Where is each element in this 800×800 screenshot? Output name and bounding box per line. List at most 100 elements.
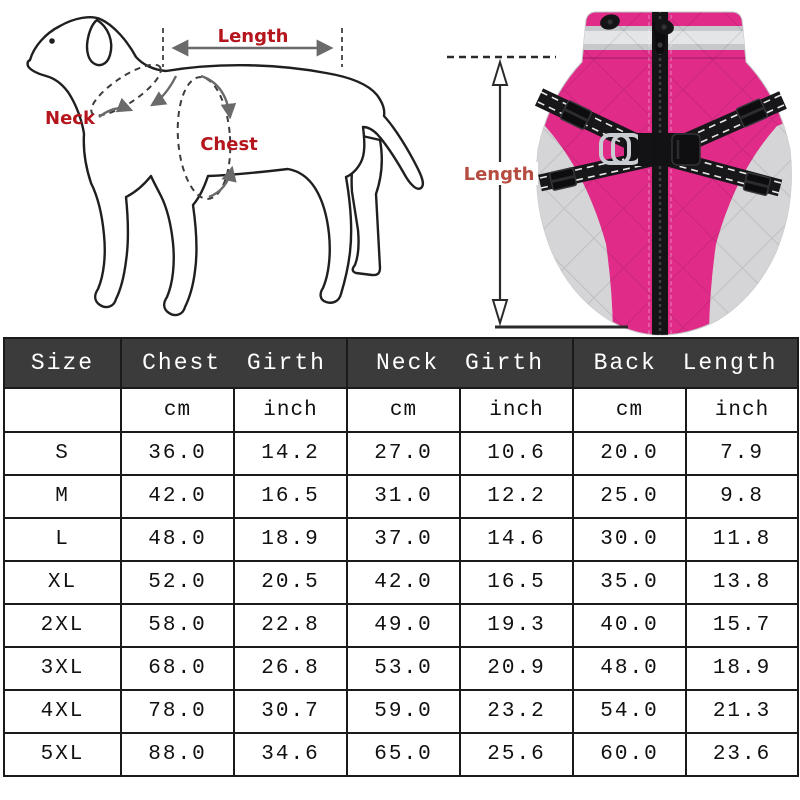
size-table-header-row: Size Chest Girth Neck Girth Back Length (3, 337, 800, 389)
value-cell: 23.6 (685, 732, 800, 777)
value-cell: 48.0 (120, 517, 235, 562)
table-row: S 36.0 14.2 27.0 10.6 20.0 7.9 (3, 431, 800, 476)
vest-length-arrow: Length (447, 55, 628, 329)
units-empty-cell (3, 387, 122, 433)
value-cell: 31.0 (346, 474, 462, 519)
value-cell: 30.7 (232, 689, 349, 734)
value-cell: 23.2 (459, 689, 575, 734)
size-table-units-row: cm inch cm inch cm inch (3, 387, 800, 433)
value-cell: 16.5 (232, 474, 349, 519)
size-cell: S (3, 431, 122, 476)
value-cell: 65.0 (346, 732, 462, 777)
vest-product-photo: Length (447, 11, 792, 336)
size-guide-illustration: Length Neck Chest (26, 11, 792, 336)
value-cell: 42.0 (120, 474, 235, 519)
harness-center-buckle (599, 133, 701, 166)
column-header-chest-girth: Chest Girth (119, 337, 349, 389)
size-cell: XL (3, 560, 122, 605)
dog-far-hind-leg (350, 133, 383, 277)
neck-girth-ellipse (90, 63, 162, 117)
value-cell: 35.0 (572, 560, 688, 605)
value-cell: 22.8 (232, 603, 349, 648)
size-table: Size Chest Girth Neck Girth Back Length … (3, 337, 800, 777)
value-cell: 20.5 (232, 560, 349, 605)
side-release-buckle (671, 133, 701, 166)
unit-cm: cm (120, 387, 235, 433)
dog-measurement-diagram: Length Neck Chest (26, 16, 425, 317)
value-cell: 54.0 (572, 689, 688, 734)
value-cell: 58.0 (120, 603, 235, 648)
value-cell: 30.0 (572, 517, 688, 562)
cord-toggle-right (654, 19, 674, 35)
neck-label-arrow (98, 97, 134, 118)
table-row: M 42.0 16.5 31.0 12.2 25.0 9.8 (3, 474, 800, 519)
value-cell: 15.7 (685, 603, 800, 648)
value-cell: 18.9 (685, 646, 800, 691)
size-cell: L (3, 517, 122, 562)
value-cell: 19.3 (459, 603, 575, 648)
value-cell: 60.0 (572, 732, 688, 777)
column-header-neck-girth: Neck Girth (346, 337, 575, 389)
column-header-back-length: Back Length (572, 337, 800, 389)
chest-label: Chest (200, 134, 258, 155)
value-cell: 7.9 (685, 431, 800, 476)
size-cell: 3XL (3, 646, 122, 691)
neck-pointer-arrow (150, 75, 178, 107)
cord-toggle-left (600, 14, 620, 30)
chest-pointer-arrow-bottom (208, 165, 237, 199)
value-cell: 9.8 (685, 474, 800, 519)
strap-buckle-upper-right (735, 98, 769, 128)
table-row: 3XL 68.0 26.8 53.0 20.9 48.0 18.9 (3, 646, 800, 691)
unit-cm: cm (572, 387, 688, 433)
chest-pointer-arrow-top (200, 74, 237, 120)
value-cell: 14.6 (459, 517, 575, 562)
table-row: 4XL 78.0 30.7 59.0 23.2 54.0 21.3 (3, 689, 800, 734)
vest-length-arrowhead-bottom (491, 299, 509, 327)
size-cell: 2XL (3, 603, 122, 648)
value-cell: 78.0 (120, 689, 235, 734)
value-cell: 52.0 (120, 560, 235, 605)
d-ring (599, 133, 631, 165)
value-cell: 37.0 (346, 517, 462, 562)
neck-label: Neck (45, 108, 96, 129)
value-cell: 27.0 (346, 431, 462, 476)
value-cell: 16.5 (459, 560, 575, 605)
column-header-size: Size (3, 337, 122, 389)
value-cell: 40.0 (572, 603, 688, 648)
value-cell: 20.0 (572, 431, 688, 476)
size-cell: M (3, 474, 122, 519)
size-cell: 4XL (3, 689, 122, 734)
table-row: L 48.0 18.9 37.0 14.6 30.0 11.8 (3, 517, 800, 562)
value-cell: 25.0 (572, 474, 688, 519)
strap-buckle-lower-right (742, 172, 772, 196)
value-cell: 53.0 (346, 646, 462, 691)
unit-inch: inch (232, 387, 349, 433)
unit-inch: inch (685, 387, 800, 433)
value-cell: 59.0 (346, 689, 462, 734)
value-cell: 21.3 (685, 689, 800, 734)
length-label-top: Length (218, 26, 289, 47)
harness (534, 88, 787, 197)
vest-length-label: Length (464, 164, 535, 185)
value-cell: 26.8 (232, 646, 349, 691)
unit-cm: cm (346, 387, 462, 433)
value-cell: 36.0 (120, 431, 235, 476)
dog-eye (49, 38, 55, 44)
value-cell: 20.9 (459, 646, 575, 691)
table-row: 5XL 88.0 34.6 65.0 25.6 60.0 23.6 (3, 732, 800, 777)
value-cell: 14.2 (232, 431, 349, 476)
value-cell: 11.8 (685, 517, 800, 562)
value-cell: 34.6 (232, 732, 349, 777)
value-cell: 68.0 (120, 646, 235, 691)
size-cell: 5XL (3, 732, 122, 777)
dog-ear (85, 18, 113, 67)
table-row: 2XL 58.0 22.8 49.0 19.3 40.0 15.7 (3, 603, 800, 648)
value-cell: 25.6 (459, 732, 575, 777)
value-cell: 49.0 (346, 603, 462, 648)
vest-length-arrowhead-top (491, 58, 509, 86)
strap-buckle-lower-left (548, 167, 578, 191)
value-cell: 48.0 (572, 646, 688, 691)
chest-girth-ellipse (176, 76, 232, 200)
value-cell: 42.0 (346, 560, 462, 605)
strap-buckle-upper-left (559, 100, 593, 130)
